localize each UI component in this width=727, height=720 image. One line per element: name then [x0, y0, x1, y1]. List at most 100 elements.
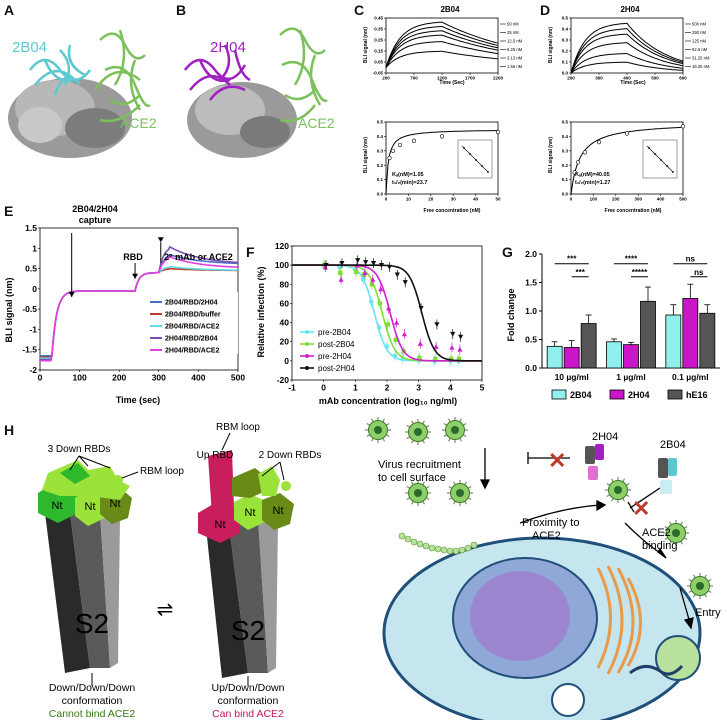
x-tick-label: 0 — [570, 197, 573, 202]
e-xlabel: Time (sec) — [116, 395, 160, 405]
d-ylabel: BLI signal (nm) — [548, 27, 554, 63]
y-tick-label: 0.25 — [374, 38, 383, 43]
point-pre-2H04 — [362, 270, 368, 275]
y-tick-label: -2 — [29, 365, 37, 375]
x-tick-label: 100 — [73, 373, 87, 383]
scatchard-inset — [457, 139, 493, 179]
point-post-2H04 — [434, 322, 440, 328]
legend-swatch — [551, 389, 567, 400]
sensorgram-62-5-nM — [570, 42, 684, 74]
fit-point — [411, 138, 417, 143]
y-tick-label: -20 — [277, 375, 290, 385]
panel-label-b: B — [176, 2, 187, 18]
plot-frame — [385, 121, 499, 195]
antibody-2h04-ribbon — [184, 44, 251, 101]
x-tick-label: 30 — [451, 197, 457, 202]
y-tick-label: 0.45 — [374, 16, 383, 21]
legend-label: 16.25 nM — [692, 64, 710, 69]
x-tick-label: 500 — [651, 76, 659, 81]
point-post-2B04 — [448, 356, 454, 362]
bar-2H04 — [563, 347, 580, 369]
y-tick-label: 0.05 — [374, 60, 383, 65]
panel-g-chart: 0.0 0.5 1.0 1.5 2.0 10 µg/ml 1 µg/ml 0.1 µg/ml *… — [506, 249, 720, 400]
f-plot: -1 0 1 2 3 4 5 -20 0 20 40 60 80 100 120 pre-2B04 post-2… — [275, 241, 485, 393]
panel-f-chart: -1 0 1 2 3 4 5 -20 0 20 40 60 80 100 120 pre-2B04 post-2… — [256, 241, 485, 406]
sensorgram-31-25-nM — [570, 53, 684, 74]
point-post-2H04 — [402, 280, 408, 285]
i-proximity: Proximity to ACE2 — [522, 517, 579, 542]
bar-2H04 — [623, 344, 639, 369]
virus — [442, 417, 468, 443]
y-tick-label: 60 — [280, 298, 290, 308]
x-tick-label: 5 — [480, 383, 485, 393]
y-tick-label: 0.1 — [377, 177, 384, 182]
scatchard-point — [648, 147, 650, 149]
glycan-chains — [398, 532, 478, 555]
y-tick-label: 2.0 — [525, 249, 537, 259]
point-post-2H04 — [418, 306, 424, 311]
core — [414, 489, 422, 497]
y-tick-label: 0.3 — [377, 148, 384, 153]
legend-label: 50 nM — [507, 22, 519, 27]
viral-rna — [629, 664, 684, 676]
equilibrium-arrows: ⇌ — [157, 599, 174, 621]
legend-marker — [305, 366, 309, 370]
virus-particles — [365, 417, 713, 599]
legend-label: 2B04/RBD/ACE2 — [165, 324, 220, 331]
sensorgram-50-nM — [385, 21, 499, 68]
core — [456, 489, 464, 497]
y-tick-label: 0.5 — [525, 335, 537, 345]
virus — [605, 477, 631, 503]
i-ace2-binding: ACE2 binding — [642, 527, 677, 552]
i-2b04: 2B04 — [660, 439, 686, 451]
e-ann-rbd: RBD — [123, 252, 143, 262]
legend-box — [148, 292, 238, 354]
point-post-2B04 — [377, 301, 383, 306]
h-left-conf: Down/Down/Down conformation — [49, 682, 136, 707]
x-tick-label: 200 — [112, 373, 126, 383]
block-x-2h04: ✕ — [548, 448, 566, 473]
point-post-2H04 — [378, 262, 385, 268]
point-post-2H04 — [363, 260, 369, 265]
y-tick-label: 0.2 — [562, 49, 569, 54]
fit-point — [680, 124, 686, 129]
sig-label: *** — [575, 268, 585, 277]
point-post-2B04 — [385, 322, 390, 327]
c-thalf: t₁/₂(min)=23.7 — [392, 180, 427, 186]
x-tick-label: 200 — [382, 76, 390, 81]
bar-hE16 — [699, 312, 716, 369]
y-tick-label: 0.4 — [562, 134, 569, 139]
y-tick-label: 0.5 — [562, 16, 569, 21]
y-tick-label: 0 — [32, 284, 37, 294]
x-tick-label: 200 — [612, 197, 620, 202]
point-post-2H04 — [323, 262, 329, 268]
x-tick-label: 300 — [152, 373, 166, 383]
sensorgram-1-56-nM — [385, 50, 499, 68]
category-label: 10 µg/ml — [555, 372, 589, 382]
c-fit-xlabel: Free concentration (nM) — [424, 208, 481, 214]
virus — [405, 480, 431, 506]
x-tick-label: 2 — [385, 383, 390, 393]
legend-label: 12.5 nM — [507, 39, 523, 44]
legend-label: 1.56 nM — [507, 64, 523, 69]
legend-swatch — [667, 389, 683, 400]
x-tick-label: 400 — [657, 197, 665, 202]
x-tick-label: 400 — [623, 76, 631, 81]
label-ace2-a: ACE2 — [120, 115, 157, 131]
legend-swatch — [609, 389, 625, 400]
y-tick-label: -1.5 — [22, 345, 37, 355]
point-pre-2H04 — [338, 276, 344, 282]
legend-label: 125 nM — [692, 39, 706, 44]
x-tick-label: 0 — [321, 383, 326, 393]
point-post-2B04 — [353, 269, 359, 275]
scatchard-point — [469, 153, 471, 155]
x-tick-label: 2200 — [493, 76, 504, 81]
virus — [663, 520, 689, 546]
sig-label: ns — [686, 255, 696, 264]
bar-hE16 — [640, 300, 656, 369]
c-top-plot: 200 700 1200 1700 2200 -0.05 0.05 0.15 0.25 0.35 0… — [373, 16, 523, 81]
spike-down-down-down: Nt Nt Nt S2 — [38, 460, 132, 673]
bar-2B04 — [606, 341, 622, 369]
point-post-2B04 — [338, 270, 343, 275]
point-pre-2H04 — [449, 344, 455, 350]
